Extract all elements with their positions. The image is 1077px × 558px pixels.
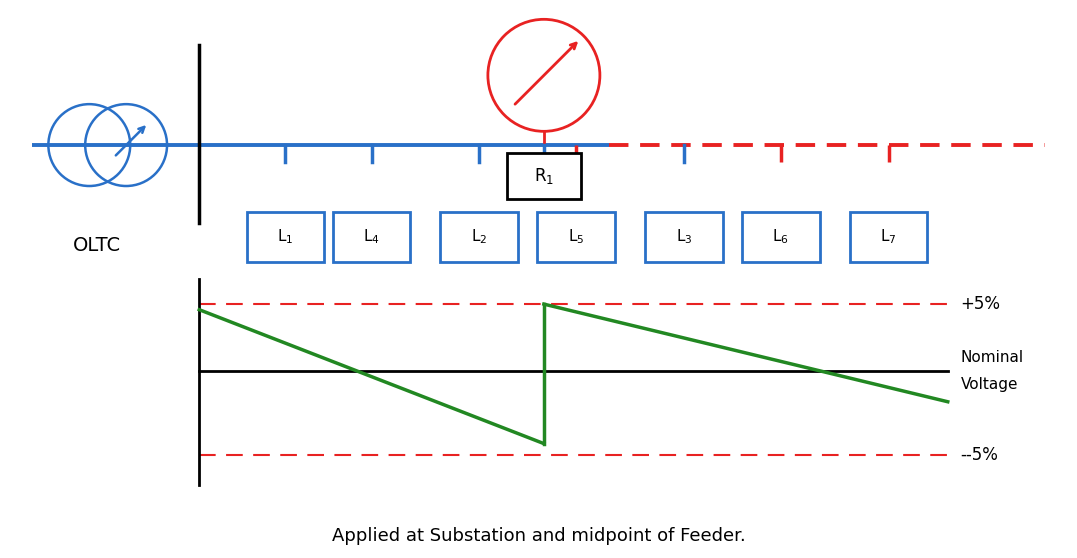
Text: L$_4$: L$_4$ [363,228,380,247]
Bar [742,212,820,262]
Text: +5%: +5% [961,295,1001,313]
Bar [645,212,723,262]
Text: Voltage: Voltage [961,377,1018,392]
Text: OLTC: OLTC [73,236,121,255]
Text: R$_1$: R$_1$ [534,166,554,186]
Text: Nominal: Nominal [961,350,1024,365]
Bar [537,212,615,262]
Bar [333,212,410,262]
Bar [850,212,927,262]
Text: L$_1$: L$_1$ [277,228,294,247]
Text: L$_2$: L$_2$ [471,228,488,247]
Text: Applied at Substation and midpoint of Feeder.: Applied at Substation and midpoint of Fe… [332,527,745,545]
Text: L$_3$: L$_3$ [675,228,693,247]
Bar [440,212,518,262]
Text: L$_6$: L$_6$ [772,228,789,247]
Text: --5%: --5% [961,446,998,464]
Bar [247,212,324,262]
Bar [507,153,581,199]
Text: L$_5$: L$_5$ [568,228,585,247]
Text: L$_7$: L$_7$ [880,228,897,247]
